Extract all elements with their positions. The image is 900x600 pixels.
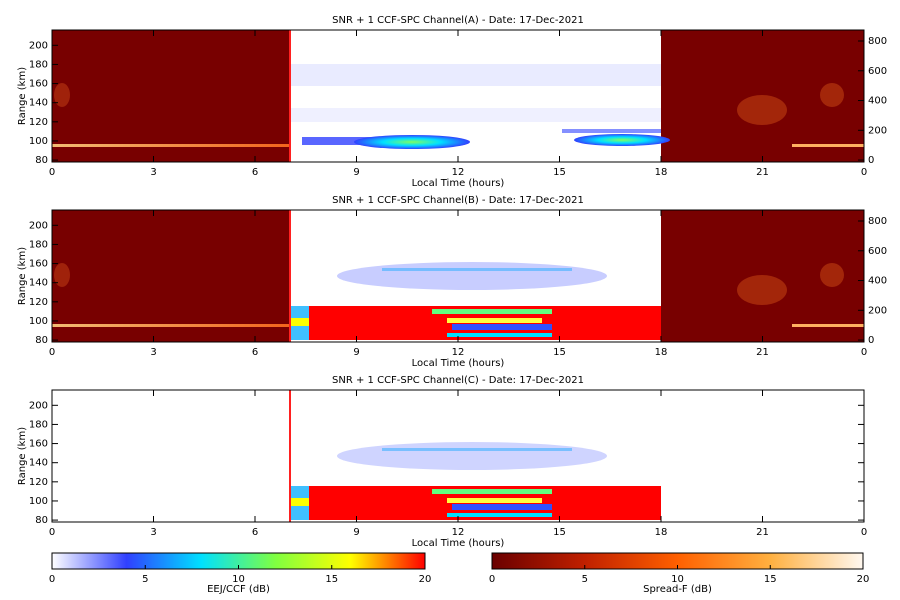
x-tick-label: 0 <box>49 347 55 358</box>
y-tick-label: 120 <box>29 297 48 308</box>
y2-tick-label: 0 <box>868 335 874 346</box>
colorbar-tick-label: 15 <box>764 574 777 585</box>
x-tick-label: 9 <box>353 527 359 538</box>
y-tick-label: 140 <box>29 458 48 469</box>
image-c <box>289 390 661 522</box>
chart-title: SNR + 1 CCF-SPC Channel(A) - Date: 17-De… <box>332 15 584 26</box>
y-tick-label: 100 <box>29 136 48 147</box>
x-tick-label: 21 <box>756 167 769 178</box>
y-tick-label: 120 <box>29 117 48 128</box>
y-axis-label: Range (km) <box>17 67 28 125</box>
x-tick-label: 12 <box>452 347 465 358</box>
image-b <box>52 210 864 342</box>
x-axis-label: Local Time (hours) <box>412 358 505 369</box>
y-tick-label: 160 <box>29 259 48 270</box>
colorbar-tick-label: 0 <box>49 574 55 585</box>
x-tick-label: 18 <box>655 347 668 358</box>
colorbar-label: Spread-F (dB) <box>643 584 712 595</box>
colorbar-tick-label: 5 <box>142 574 148 585</box>
colorbar-tick-label: 5 <box>582 574 588 585</box>
y-tick-label: 180 <box>29 419 48 430</box>
y-axis-label: Range (km) <box>17 247 28 305</box>
y2-tick-label: 400 <box>868 276 887 287</box>
colorbar-tick-label: 15 <box>325 574 338 585</box>
x-tick-label: 12 <box>452 527 465 538</box>
x-tick-label: 15 <box>553 167 566 178</box>
x-tick-label: 12 <box>452 167 465 178</box>
x-tick-label: 3 <box>150 347 156 358</box>
y-tick-label: 200 <box>29 40 48 51</box>
y2-tick-label: 0 <box>868 155 874 166</box>
colorbar-tick-label: 20 <box>857 574 870 585</box>
y2-tick-label: 400 <box>868 96 887 107</box>
y2-tick-label: 600 <box>868 246 887 257</box>
x-tick-label: 0 <box>861 167 867 178</box>
y-tick-label: 180 <box>29 239 48 250</box>
x-tick-label: 6 <box>252 347 258 358</box>
image-a <box>52 30 864 162</box>
y2-tick-label: 200 <box>868 305 887 316</box>
y2-tick-label: 800 <box>868 216 887 227</box>
y-tick-label: 160 <box>29 79 48 90</box>
x-tick-label: 0 <box>861 347 867 358</box>
y2-tick-label: 800 <box>868 36 887 47</box>
y-tick-label: 120 <box>29 477 48 488</box>
y-tick-label: 180 <box>29 59 48 70</box>
x-tick-label: 0 <box>49 527 55 538</box>
x-tick-label: 0 <box>49 167 55 178</box>
colorbar-tick-label: 20 <box>419 574 432 585</box>
x-tick-label: 21 <box>756 347 769 358</box>
x-tick-label: 15 <box>553 347 566 358</box>
chart-title: SNR + 1 CCF-SPC Channel(C) - Date: 17-De… <box>332 375 584 386</box>
colorbar-label: EEJ/CCF (dB) <box>207 584 270 595</box>
y2-tick-label: 600 <box>868 66 887 77</box>
y-tick-label: 100 <box>29 316 48 327</box>
y-tick-label: 200 <box>29 400 48 411</box>
y-tick-label: 80 <box>35 155 48 166</box>
x-tick-label: 15 <box>553 527 566 538</box>
colorbar-tick-label: 10 <box>671 574 684 585</box>
x-axis-label: Local Time (hours) <box>412 538 505 549</box>
y-tick-label: 80 <box>35 335 48 346</box>
x-tick-label: 21 <box>756 527 769 538</box>
y-tick-label: 80 <box>35 515 48 526</box>
y-tick-label: 140 <box>29 98 48 109</box>
x-tick-label: 9 <box>353 167 359 178</box>
y-tick-label: 100 <box>29 496 48 507</box>
y-tick-label: 200 <box>29 220 48 231</box>
chart-title: SNR + 1 CCF-SPC Channel(B) - Date: 17-De… <box>332 195 584 206</box>
x-tick-label: 3 <box>150 167 156 178</box>
x-tick-label: 18 <box>655 527 668 538</box>
x-tick-label: 6 <box>252 527 258 538</box>
x-tick-label: 18 <box>655 167 668 178</box>
x-tick-label: 6 <box>252 167 258 178</box>
colorbar-tick-label: 0 <box>489 574 495 585</box>
y2-tick-label: 200 <box>868 125 887 136</box>
x-tick-label: 0 <box>861 527 867 538</box>
y-tick-label: 160 <box>29 439 48 450</box>
colorbar-tick-label: 10 <box>232 574 245 585</box>
y-tick-label: 140 <box>29 278 48 289</box>
x-tick-label: 3 <box>150 527 156 538</box>
y-axis-label: Range (km) <box>17 427 28 485</box>
x-tick-label: 9 <box>353 347 359 358</box>
x-axis-label: Local Time (hours) <box>412 178 505 189</box>
